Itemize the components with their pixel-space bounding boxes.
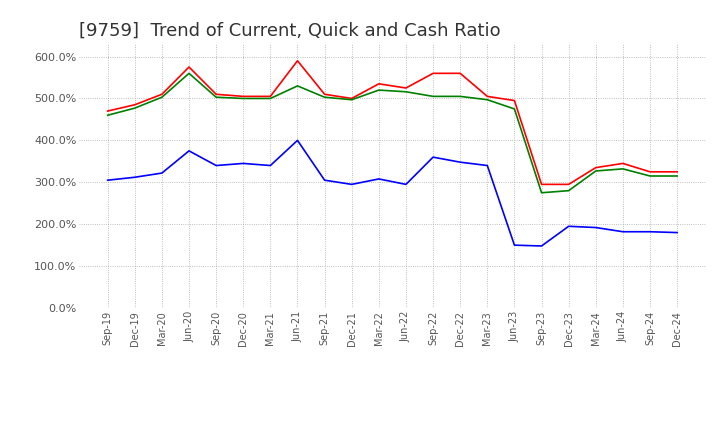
Current Ratio — [266, 94, 275, 99]
Current Ratio — [348, 96, 356, 101]
Cash Ratio — [646, 229, 654, 235]
Quick Ratio — [185, 71, 194, 76]
Cash Ratio — [402, 182, 410, 187]
Current Ratio — [428, 71, 437, 76]
Cash Ratio — [293, 138, 302, 143]
Cash Ratio — [564, 224, 573, 229]
Line: Quick Ratio: Quick Ratio — [108, 73, 677, 193]
Current Ratio — [537, 182, 546, 187]
Quick Ratio — [672, 173, 681, 179]
Cash Ratio — [428, 154, 437, 160]
Current Ratio — [104, 108, 112, 114]
Current Ratio — [402, 85, 410, 91]
Quick Ratio — [266, 96, 275, 101]
Quick Ratio — [618, 166, 627, 172]
Current Ratio — [293, 58, 302, 63]
Quick Ratio — [374, 88, 383, 93]
Cash Ratio — [320, 178, 329, 183]
Current Ratio — [646, 169, 654, 174]
Current Ratio — [239, 94, 248, 99]
Cash Ratio — [104, 178, 112, 183]
Current Ratio — [158, 92, 166, 97]
Quick Ratio — [320, 95, 329, 100]
Quick Ratio — [510, 106, 518, 112]
Cash Ratio — [348, 182, 356, 187]
Quick Ratio — [428, 94, 437, 99]
Cash Ratio — [374, 176, 383, 182]
Cash Ratio — [239, 161, 248, 166]
Cash Ratio — [158, 170, 166, 176]
Quick Ratio — [212, 95, 220, 100]
Cash Ratio — [591, 225, 600, 230]
Cash Ratio — [537, 243, 546, 249]
Cash Ratio — [130, 175, 139, 180]
Current Ratio — [618, 161, 627, 166]
Cash Ratio — [618, 229, 627, 235]
Cash Ratio — [212, 163, 220, 168]
Quick Ratio — [483, 97, 492, 103]
Cash Ratio — [456, 160, 464, 165]
Cash Ratio — [672, 230, 681, 235]
Current Ratio — [374, 81, 383, 86]
Quick Ratio — [239, 96, 248, 101]
Line: Cash Ratio: Cash Ratio — [108, 140, 677, 246]
Cash Ratio — [185, 148, 194, 154]
Current Ratio — [456, 71, 464, 76]
Current Ratio — [483, 94, 492, 99]
Quick Ratio — [104, 113, 112, 118]
Current Ratio — [591, 165, 600, 170]
Current Ratio — [212, 92, 220, 97]
Current Ratio — [320, 92, 329, 97]
Quick Ratio — [456, 94, 464, 99]
Current Ratio — [130, 102, 139, 107]
Quick Ratio — [158, 95, 166, 100]
Quick Ratio — [646, 173, 654, 179]
Current Ratio — [185, 64, 194, 70]
Line: Current Ratio: Current Ratio — [108, 61, 677, 184]
Current Ratio — [672, 169, 681, 174]
Quick Ratio — [293, 83, 302, 88]
Current Ratio — [510, 98, 518, 103]
Cash Ratio — [266, 163, 275, 168]
Quick Ratio — [348, 97, 356, 103]
Quick Ratio — [537, 190, 546, 195]
Quick Ratio — [402, 89, 410, 95]
Current Ratio — [564, 182, 573, 187]
Quick Ratio — [564, 188, 573, 193]
Cash Ratio — [510, 242, 518, 248]
Cash Ratio — [483, 163, 492, 168]
Quick Ratio — [591, 169, 600, 174]
Quick Ratio — [130, 106, 139, 111]
Text: [9759]  Trend of Current, Quick and Cash Ratio: [9759] Trend of Current, Quick and Cash … — [79, 22, 501, 40]
